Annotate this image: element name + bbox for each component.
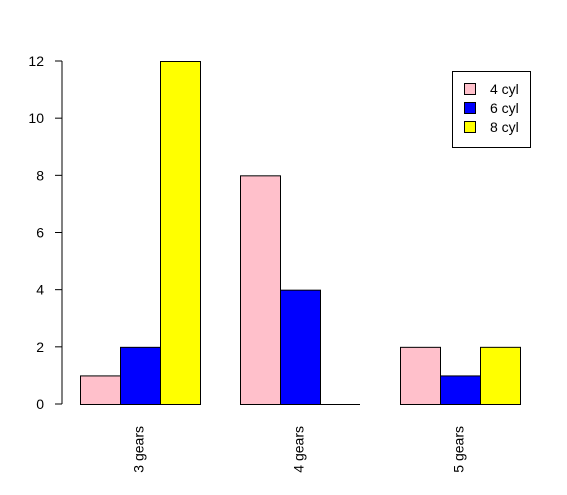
y-axis: 0 2 4 6 8 10 12 — [28, 53, 63, 412]
y-tick-label: 6 — [36, 225, 44, 241]
bar — [80, 375, 121, 405]
legend-label: 4 cyl — [490, 81, 519, 97]
x-category-label: 5 gears — [451, 426, 467, 473]
legend-label: 6 cyl — [490, 100, 519, 116]
x-axis-labels: 3 gears 4 gears 5 gears — [131, 426, 467, 473]
legend: 4 cyl 6 cyl 8 cyl — [452, 71, 531, 148]
x-category-label: 4 gears — [291, 426, 307, 473]
bar — [440, 375, 481, 405]
y-tick-label: 12 — [28, 53, 44, 69]
y-tick-label: 8 — [36, 167, 44, 183]
x-category-label: 3 gears — [131, 426, 147, 473]
bar — [400, 346, 441, 406]
bar — [160, 61, 201, 405]
y-tick-label: 0 — [36, 396, 44, 412]
legend-swatch — [464, 83, 476, 95]
bar — [280, 289, 321, 405]
bar — [120, 346, 161, 406]
bar — [480, 346, 521, 406]
legend-label: 8 cyl — [490, 119, 519, 135]
legend-swatch — [464, 102, 476, 114]
y-tick-label: 10 — [28, 110, 44, 126]
y-tick-label: 2 — [36, 339, 44, 355]
bars — [80, 61, 521, 406]
y-tick-label: 4 — [36, 282, 44, 298]
bar — [240, 175, 281, 405]
legend-swatch — [464, 121, 476, 133]
